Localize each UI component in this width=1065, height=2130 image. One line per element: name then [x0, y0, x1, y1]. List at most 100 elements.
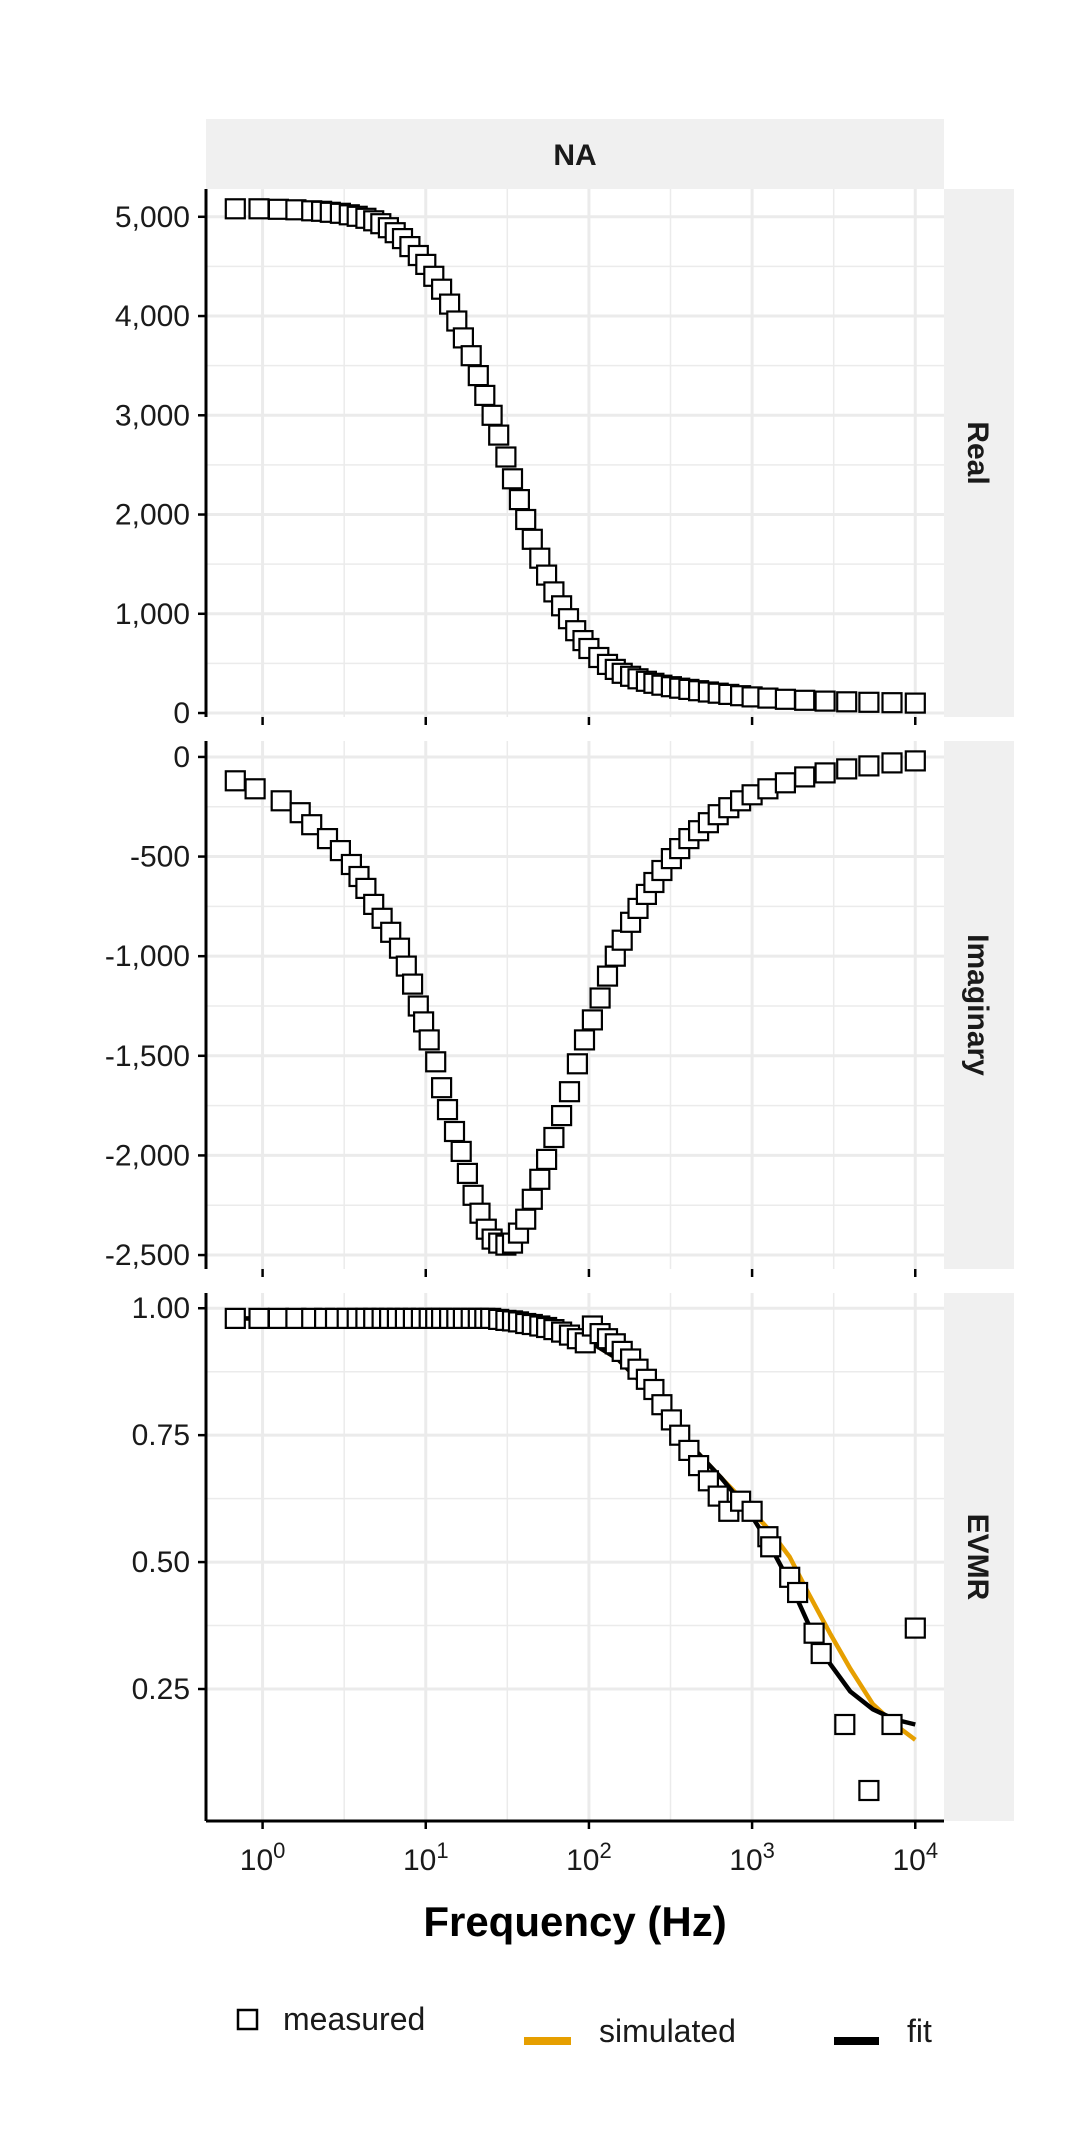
measured-point — [267, 198, 289, 220]
panel-real-marks — [224, 198, 926, 714]
y-tick-label: 2,000 — [115, 499, 190, 532]
measured-point — [757, 778, 779, 800]
measured-point — [836, 691, 858, 713]
measured-point — [881, 752, 903, 774]
panel-evmr-marks — [224, 1307, 926, 1802]
measured-point — [596, 965, 619, 987]
panel-real: 0 1,000 2,000 3,000 4,000 5,000 Real — [115, 189, 1014, 730]
measured-point — [418, 1029, 440, 1051]
measured-point — [581, 1009, 604, 1031]
x-tick-label: 103 — [729, 1838, 775, 1877]
measured-point — [248, 1307, 270, 1330]
measured-point — [450, 1140, 472, 1163]
measured-point — [508, 489, 530, 511]
measured-point — [858, 755, 880, 777]
measured-point — [515, 508, 537, 531]
y-tick-label: 0.75 — [132, 1419, 190, 1452]
measured-point — [611, 929, 633, 951]
measured-point — [810, 1642, 832, 1665]
legend-label-measured: measured — [283, 2001, 425, 2037]
measured-point — [858, 691, 880, 713]
y-tick-label: -2,500 — [105, 1239, 190, 1272]
measured-point — [836, 758, 858, 780]
y-tick-label: 4,000 — [115, 300, 190, 333]
x-axis-title: Frequency (Hz) — [423, 1898, 726, 1945]
measured-point — [814, 762, 836, 784]
measured-point — [462, 1184, 484, 1206]
y-tick-label: 0 — [173, 697, 190, 730]
measured-point — [774, 688, 797, 710]
measured-point — [881, 692, 903, 714]
measured-point — [573, 1029, 596, 1051]
y-tick-label: 3,000 — [115, 399, 190, 432]
measured-point — [529, 1168, 551, 1190]
facet-strip — [206, 119, 944, 189]
panel-imaginary: -2,500 -2,000 -1,500 -1,000 -500 0 Imaginary — [105, 741, 1014, 1277]
measured-point — [388, 937, 411, 959]
measured-point — [904, 1617, 926, 1639]
panel-imaginary-strip — [944, 741, 1014, 1269]
y-tick-label: -500 — [130, 841, 190, 874]
panel-evmr-background — [206, 1293, 944, 1821]
panel-real-yticks: 0 1,000 2,000 3,000 4,000 5,000 — [115, 189, 917, 730]
facet-title: NA — [553, 139, 596, 172]
measured-point — [550, 1104, 573, 1127]
measured-point — [757, 687, 779, 709]
measured-point — [794, 766, 816, 788]
measured-point — [741, 1500, 763, 1522]
y-tick-label: 5,000 — [115, 201, 190, 234]
y-tick-label: 0 — [173, 741, 190, 774]
x-tick-label: 102 — [566, 1838, 612, 1877]
measured-point — [786, 1581, 809, 1604]
legend-label-fit: fit — [907, 2013, 932, 2049]
panel-evmr-yticks: 0.25 0.50 0.75 1.00 — [132, 1292, 917, 1829]
measured-point — [558, 1081, 581, 1103]
x-tick-label: 101 — [403, 1838, 449, 1877]
legend: measured simulated fit — [236, 2001, 932, 2049]
x-axis: 100 101 102 103 104 — [206, 1819, 944, 1877]
panel-real-strip-label: Real — [961, 421, 994, 484]
measured-point — [495, 446, 517, 468]
x-tick-label: 100 — [240, 1838, 286, 1877]
panel-real-strip — [944, 189, 1014, 717]
measured-point — [521, 528, 543, 550]
measured-point — [858, 1779, 880, 1802]
measured-point — [543, 1126, 565, 1149]
x-tick-label: 104 — [892, 1838, 938, 1877]
measured-point — [224, 198, 246, 220]
y-tick-label: 0.50 — [132, 1546, 190, 1579]
measured-point — [774, 772, 797, 794]
legend-key-measured — [236, 2008, 259, 2031]
measured-point — [535, 1148, 558, 1171]
y-tick-label: -1,500 — [105, 1040, 190, 1073]
measured-point — [881, 1713, 903, 1736]
measured-point — [521, 1188, 543, 1210]
y-tick-label: -1,000 — [105, 940, 190, 973]
y-tick-label: 1,000 — [115, 598, 190, 631]
measured-point — [501, 468, 524, 490]
measured-point — [794, 689, 816, 711]
measured-point — [474, 384, 496, 406]
measured-point — [460, 345, 482, 367]
measured-point — [834, 1713, 856, 1736]
panel-evmr: 0.25 0.50 0.75 1.00 EVMR — [132, 1292, 1014, 1829]
y-tick-label: 1.00 — [132, 1292, 190, 1325]
measured-point — [413, 1011, 435, 1033]
measured-point — [395, 955, 417, 977]
measured-point — [267, 1307, 289, 1330]
measured-point — [452, 327, 474, 349]
measured-point — [402, 973, 424, 995]
measured-point — [904, 692, 926, 714]
measured-point — [904, 750, 926, 772]
measured-point — [436, 1098, 459, 1121]
measured-point — [803, 1622, 825, 1644]
measured-point — [814, 690, 836, 712]
measured-point — [244, 778, 266, 800]
measured-point — [467, 365, 489, 387]
measured-point — [760, 1536, 782, 1558]
panel-evmr-strip-label: EVMR — [961, 1514, 994, 1601]
measured-point — [488, 424, 510, 446]
measured-point — [443, 1120, 466, 1143]
measured-point — [425, 1051, 447, 1073]
